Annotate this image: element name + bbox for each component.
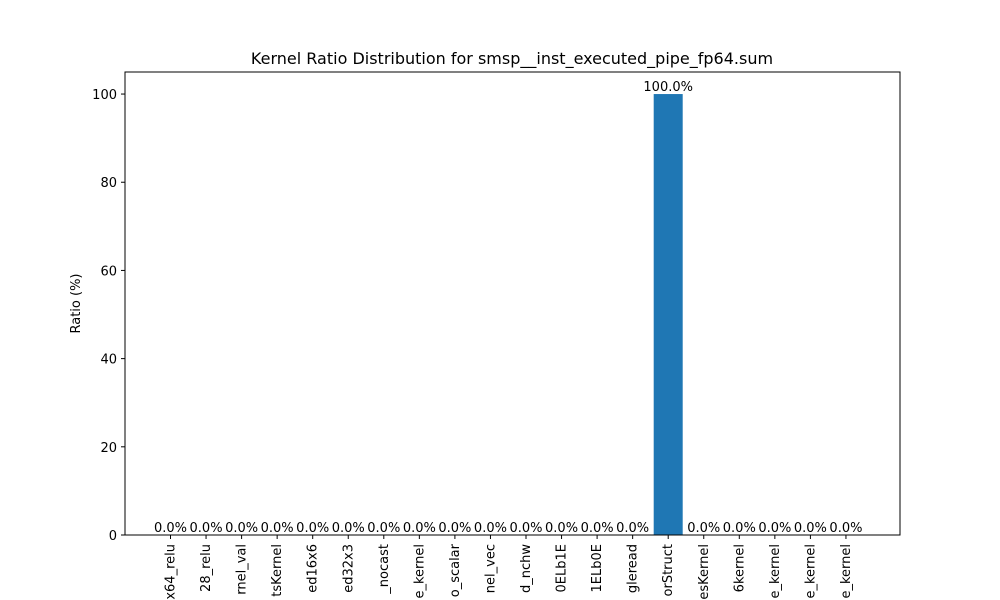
- bar-value-label: 0.0%: [190, 521, 223, 536]
- x-tick-label: e_kernel: [412, 544, 427, 599]
- bar-value-label: 0.0%: [474, 521, 507, 536]
- x-tick-label: gleread: [626, 544, 641, 593]
- bar-value-label: 0.0%: [225, 521, 258, 536]
- x-tick-label: tsKernel: [270, 544, 285, 597]
- bar-value-label: 0.0%: [687, 521, 720, 536]
- x-tick-label: 28_relu: [199, 544, 214, 592]
- x-tick-label: d_nchw: [519, 544, 534, 593]
- y-axis-label: Ratio (%): [69, 273, 84, 333]
- y-tick-label: 100: [92, 88, 117, 103]
- x-tick-label: esKernel: [697, 544, 712, 600]
- y-tick-label: 20: [100, 441, 117, 456]
- bar-value-label: 0.0%: [403, 521, 436, 536]
- y-axis: 0 20 40 60 80 100: [92, 88, 125, 544]
- bar-value-label: 0.0%: [723, 521, 756, 536]
- x-tick-label: e_kernel: [803, 544, 818, 599]
- value-labels-group: 0.0% 0.0% 0.0% 0.0% 0.0% 0.0% 0.0% 0.0% 0.0% 0.0%…: [154, 80, 862, 536]
- y-tick-label: 40: [100, 353, 117, 368]
- bar-value-label: 0.0%: [794, 521, 827, 536]
- bars-group: [653, 94, 683, 536]
- x-tick-label: x64_relu: [164, 544, 179, 600]
- bar-value-label: 0.0%: [758, 521, 791, 536]
- y-tick-label: 80: [100, 176, 117, 191]
- plot-frame: [124, 71, 901, 536]
- bar-value-label: 0.0%: [581, 521, 614, 536]
- x-tick-label: o_scalar: [448, 543, 463, 597]
- bar-value-label: 0.0%: [332, 521, 365, 536]
- x-tick-label: ed16x6: [306, 544, 321, 593]
- bar-value-label: 0.0%: [261, 521, 294, 536]
- bar-value-label: 0.0%: [438, 521, 471, 536]
- bar-value-label: 0.0%: [509, 521, 542, 536]
- x-axis: x64_relu 28_relu rnel_val tsKernel ed16x6 ed3…: [164, 535, 854, 600]
- chart-title: Kernel Ratio Distribution for smsp__inst…: [251, 49, 773, 69]
- x-tick-label: e_kernel: [839, 544, 854, 599]
- bar-value-label: 0.0%: [545, 521, 578, 536]
- bar-value-label: 0.0%: [829, 521, 862, 536]
- x-tick-label: 6kernel: [732, 544, 747, 592]
- x-tick-label: rnel_val: [235, 544, 250, 595]
- x-tick-label: orStruct: [661, 544, 676, 596]
- x-tick-label: _nocast: [377, 544, 392, 595]
- bar-value-label: 0.0%: [296, 521, 329, 536]
- x-tick-label: ed32x3: [341, 544, 356, 593]
- x-tick-label: e_kernel: [768, 544, 783, 599]
- y-tick-label: 60: [100, 264, 117, 279]
- bar-value-label: 0.0%: [367, 521, 400, 536]
- x-tick-label: 0ELb1E: [555, 544, 570, 592]
- bar: [653, 94, 683, 536]
- bar-value-label: 0.0%: [616, 521, 649, 536]
- x-tick-label: 1ELb0E: [590, 544, 605, 592]
- y-tick-label: 0: [109, 529, 117, 544]
- bar-value-label: 0.0%: [154, 521, 187, 536]
- bar-value-label: 100.0%: [643, 80, 693, 95]
- x-tick-label: nel_vec: [483, 544, 498, 593]
